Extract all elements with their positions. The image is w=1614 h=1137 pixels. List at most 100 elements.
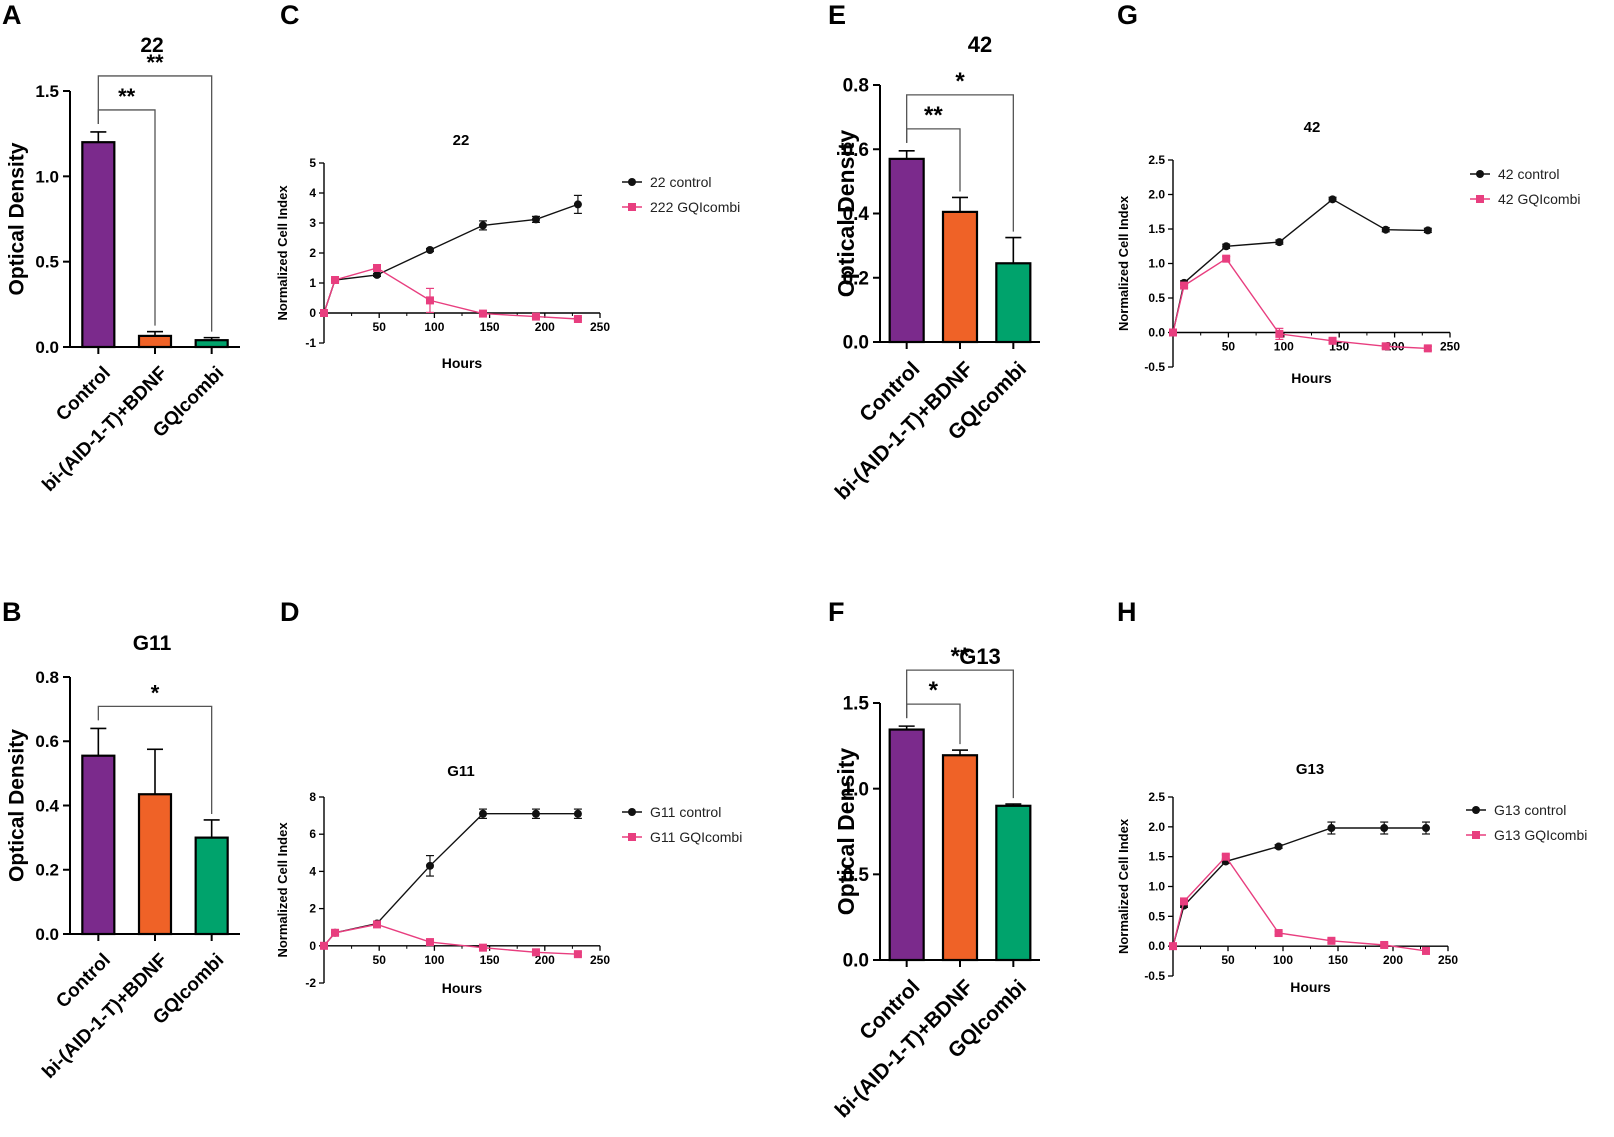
data-point: [531, 215, 540, 224]
y-tick-label: 2.5: [1148, 790, 1165, 804]
x-tick-label: 250: [1440, 340, 1460, 354]
y-tick-label: 0.5: [35, 253, 59, 272]
data-point: [1275, 238, 1284, 247]
y-tick-label: 0: [309, 939, 316, 953]
x-tick-label: 250: [590, 953, 610, 967]
series-gqicombi: 222 GQIcombi: [320, 199, 740, 323]
data-point: [372, 270, 381, 279]
significance-label: **: [118, 84, 136, 109]
panel-label-b: B: [2, 597, 22, 627]
y-tick-label: 0.6: [35, 732, 59, 751]
y-tick-label: 6: [309, 827, 316, 841]
series-line: [323, 203, 579, 314]
y-tick-label: 0.8: [35, 668, 59, 687]
significance-label: **: [951, 643, 970, 670]
x-tick-label: 150: [480, 320, 500, 334]
series-line: [323, 267, 578, 320]
legend-label: G13 control: [1494, 802, 1566, 818]
data-point: [478, 809, 487, 818]
y-axis-label: Normalized Cell Index: [1116, 195, 1131, 331]
y-tick-label: 0: [309, 306, 316, 320]
data-point: [1381, 225, 1390, 234]
data-point: [425, 296, 434, 305]
legend-label: G11 GQIcombi: [650, 829, 742, 845]
data-point: [478, 221, 487, 230]
bar-1: [81, 141, 116, 349]
legend-label: 222 GQIcombi: [650, 199, 740, 215]
y-tick-label: -2: [305, 976, 316, 990]
panel-label-c: C: [280, 0, 300, 30]
y-tick-label: 4: [309, 864, 316, 878]
data-point: [1327, 936, 1336, 945]
bar-2: [941, 210, 979, 344]
y-tick-label: 5: [309, 156, 316, 170]
line-chart-h: G13 -0.5 0.0 0.5 1.0 1.5 2.0 2.5 50 100 150 200 250 H…: [1116, 761, 1587, 995]
x-axis-label: Hours: [1291, 370, 1332, 386]
y-tick-label: 0.2: [843, 268, 869, 289]
y-tick-label: 2.0: [1148, 820, 1165, 834]
series-line: [1172, 855, 1427, 952]
chart-title: G13: [959, 644, 1001, 669]
bar-1: [888, 157, 925, 344]
y-axis-label: Optical Density: [833, 130, 859, 298]
data-point: [320, 309, 328, 317]
y-tick-label: 8: [309, 790, 316, 804]
legend-marker: [628, 178, 636, 186]
significance-bracket: [906, 94, 1014, 232]
significance-label: *: [929, 677, 939, 704]
x-tick-label: 200: [535, 320, 555, 334]
line-chart-c: 22 -1 0 1 2 3 4 5 50 100 150 200 250 Hours Normalized …: [275, 132, 740, 371]
panel-label-h: H: [1117, 597, 1137, 627]
x-tick-label: 150: [480, 953, 500, 967]
data-point: [1169, 328, 1177, 337]
y-tick-label: 0.0: [35, 338, 59, 357]
y-tick-label: 0.5: [1148, 909, 1165, 923]
series-line: [1172, 198, 1428, 333]
data-point: [1275, 329, 1284, 338]
data-point: [1221, 852, 1230, 861]
legend-marker: [628, 203, 636, 211]
data-point: [531, 312, 540, 321]
panel-label-d: D: [280, 597, 300, 627]
x-tick-label: 50: [373, 953, 387, 967]
y-tick-label: 1: [309, 276, 316, 290]
legend-marker: [1476, 170, 1484, 178]
chart-title: 22: [453, 132, 470, 149]
data-point: [573, 315, 582, 323]
legend-marker: [628, 833, 636, 841]
y-axis-label: Normalized Cell Index: [275, 822, 290, 958]
y-tick-label: 0.6: [843, 140, 869, 161]
bar-3: [194, 836, 229, 936]
bar-1: [888, 728, 925, 962]
y-tick-label: 2: [309, 246, 316, 260]
chart-title: 42: [1304, 119, 1321, 136]
chart-title: 22: [140, 34, 163, 57]
series-control: 22 control: [320, 174, 711, 317]
x-tick-label: 100: [1274, 340, 1294, 354]
data-point: [1423, 226, 1432, 235]
significance-label: *: [151, 680, 160, 705]
data-point: [1422, 946, 1430, 955]
x-axis-label: Hours: [1290, 979, 1331, 995]
chart-title: G11: [133, 632, 172, 655]
bar-2: [137, 334, 173, 349]
data-point: [372, 264, 381, 272]
x-tick-label: 100: [424, 320, 444, 334]
data-point: [573, 950, 582, 959]
line-chart-g: 42-0.50.00.51.01.52.02.550 100 150 200 250Ho…: [1116, 119, 1580, 386]
data-point: [1180, 281, 1189, 290]
bar-3: [194, 339, 229, 349]
bar-2: [137, 793, 173, 936]
legend-label: 42 control: [1498, 166, 1559, 182]
data-point: [478, 943, 487, 952]
legend-marker: [1472, 831, 1480, 839]
data-point: [331, 928, 340, 937]
data-point: [1274, 842, 1283, 851]
series-line: [1172, 827, 1426, 947]
data-point: [1180, 897, 1188, 906]
